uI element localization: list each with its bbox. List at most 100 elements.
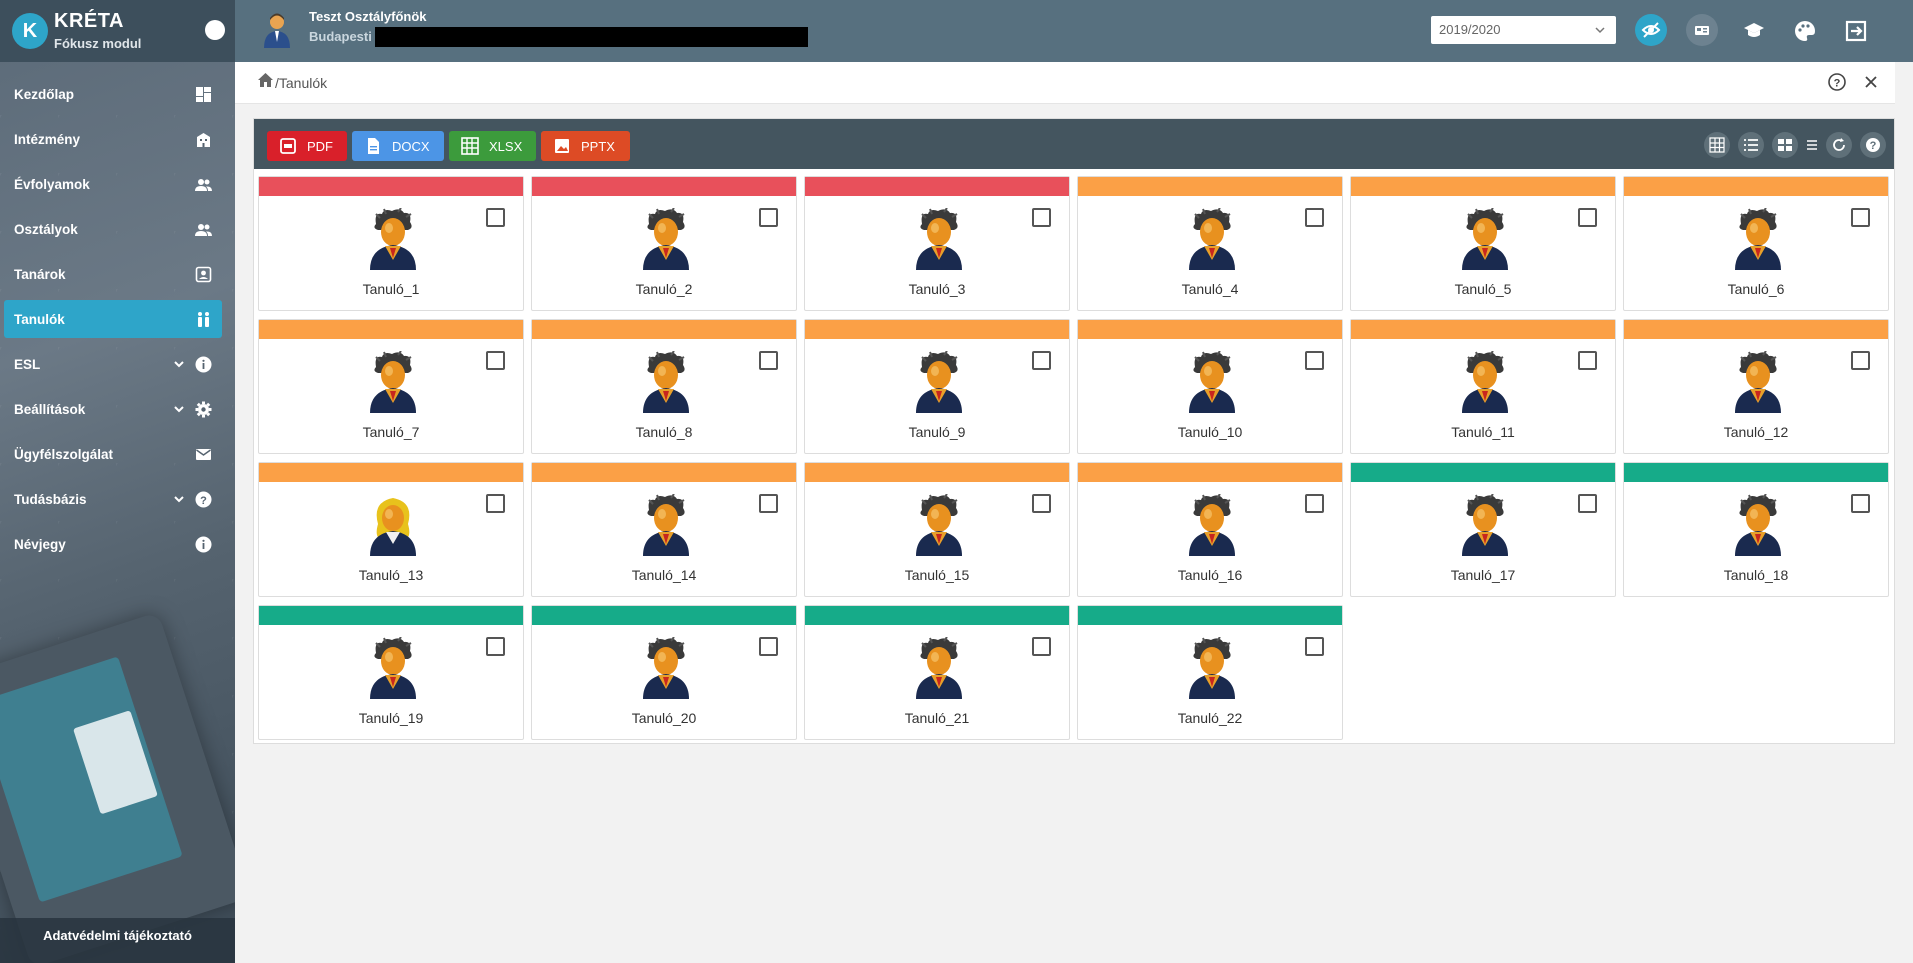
student-female-avatar-icon xyxy=(368,494,418,556)
student-card[interactable]: Tanuló_8 xyxy=(531,319,797,454)
status-bar xyxy=(1624,177,1888,196)
sidebar-item-8[interactable]: Ügyfélszolgálat xyxy=(4,435,222,473)
school-year-value: 2019/2020 xyxy=(1439,22,1501,37)
student-male-avatar-icon xyxy=(1733,207,1783,270)
student-select-checkbox[interactable] xyxy=(486,208,505,227)
student-select-checkbox[interactable] xyxy=(759,637,778,656)
student-card[interactable]: Tanuló_4 xyxy=(1077,176,1343,311)
student-card[interactable]: Tanuló_5 xyxy=(1350,176,1616,311)
export-xlsx-button[interactable]: XLSX xyxy=(449,131,536,161)
sidebar-item-10[interactable]: Névjegy xyxy=(4,525,222,563)
redacted-block xyxy=(375,27,808,47)
student-card[interactable]: Tanuló_3 xyxy=(804,176,1070,311)
status-bar xyxy=(259,320,523,339)
student-select-checkbox[interactable] xyxy=(1578,351,1597,370)
student-card[interactable]: Tanuló_12 xyxy=(1623,319,1889,454)
student-card[interactable]: Tanuló_1 xyxy=(258,176,524,311)
student-select-checkbox[interactable] xyxy=(1851,208,1870,227)
student-card[interactable]: Tanuló_14 xyxy=(531,462,797,597)
student-card[interactable]: Tanuló_6 xyxy=(1623,176,1889,311)
student-select-checkbox[interactable] xyxy=(1305,637,1324,656)
student-male-avatar-icon xyxy=(914,493,964,556)
help-icon[interactable]: ? xyxy=(1860,132,1886,158)
list-view-icon[interactable] xyxy=(1738,132,1764,158)
student-card[interactable]: Tanuló_22 xyxy=(1077,605,1343,740)
student-select-checkbox[interactable] xyxy=(1032,494,1051,513)
kreta-logo-icon: K xyxy=(12,13,48,49)
sidebar-item-4[interactable]: Tanárok xyxy=(4,255,222,293)
student-select-checkbox[interactable] xyxy=(759,351,778,370)
student-select-checkbox[interactable] xyxy=(1305,351,1324,370)
student-select-checkbox[interactable] xyxy=(1032,351,1051,370)
export-pptx-button[interactable]: PPTX xyxy=(541,131,630,161)
student-select-checkbox[interactable] xyxy=(1305,208,1324,227)
student-male-avatar-icon xyxy=(368,350,418,413)
student-card[interactable]: Tanuló_7 xyxy=(258,319,524,454)
sidebar-item-label: ESL xyxy=(14,356,41,372)
sidebar-item-3[interactable]: Osztályok xyxy=(4,210,222,248)
info-icon xyxy=(195,356,212,373)
home-icon[interactable] xyxy=(257,72,274,89)
sidebar-item-7[interactable]: Beállítások xyxy=(4,390,222,428)
student-card[interactable]: Tanuló_17 xyxy=(1350,462,1616,597)
student-card[interactable]: Tanuló_9 xyxy=(804,319,1070,454)
graduation-cap-icon[interactable] xyxy=(1737,14,1769,46)
export-docx-button[interactable]: DOCX xyxy=(352,131,444,161)
student-select-checkbox[interactable] xyxy=(486,494,505,513)
student-name: Tanuló_1 xyxy=(362,281,420,297)
status-bar xyxy=(259,177,523,196)
student-name: Tanuló_19 xyxy=(358,710,424,726)
school-year-select[interactable]: 2019/2020 xyxy=(1431,16,1616,44)
student-grid: Tanuló_1 Tanuló_2 Tanuló_3 Tanuló_4 Tanuló_5… xyxy=(258,176,1889,740)
student-select-checkbox[interactable] xyxy=(486,351,505,370)
student-card[interactable]: Tanuló_2 xyxy=(531,176,797,311)
menu-icon[interactable] xyxy=(1806,132,1818,158)
student-card[interactable]: Tanuló_10 xyxy=(1077,319,1343,454)
student-card[interactable]: Tanuló_16 xyxy=(1077,462,1343,597)
sidebar-toggle-button[interactable] xyxy=(205,20,225,40)
student-male-avatar-icon xyxy=(641,207,691,270)
student-name: Tanuló_13 xyxy=(358,567,424,583)
logout-icon[interactable] xyxy=(1839,14,1871,46)
user-avatar[interactable] xyxy=(262,12,292,48)
grid-view-icon[interactable] xyxy=(1704,132,1730,158)
student-male-avatar-icon xyxy=(641,493,691,556)
student-card[interactable]: Tanuló_19 xyxy=(258,605,524,740)
student-card[interactable]: Tanuló_18 xyxy=(1623,462,1889,597)
logo-area[interactable]: K KRÉTA Fókusz modul xyxy=(0,0,235,62)
student-select-checkbox[interactable] xyxy=(1851,494,1870,513)
id-card-icon[interactable] xyxy=(1686,14,1718,46)
sidebar-item-9[interactable]: Tudásbázis? xyxy=(4,480,222,518)
student-select-checkbox[interactable] xyxy=(1032,208,1051,227)
tile-view-icon[interactable] xyxy=(1772,132,1798,158)
student-male-avatar-icon xyxy=(1187,636,1237,699)
sidebar-item-0[interactable]: Kezdőlap xyxy=(4,75,222,113)
sidebar-item-1[interactable]: Intézmény xyxy=(4,120,222,158)
sidebar-item-5[interactable]: Tanulók xyxy=(4,300,222,338)
svg-text:?: ? xyxy=(1870,140,1877,152)
palette-icon[interactable] xyxy=(1788,14,1820,46)
help-circle-icon[interactable]: ? xyxy=(1827,72,1847,92)
student-select-checkbox[interactable] xyxy=(486,637,505,656)
student-card[interactable]: Tanuló_15 xyxy=(804,462,1070,597)
student-select-checkbox[interactable] xyxy=(759,494,778,513)
student-card[interactable]: Tanuló_13 xyxy=(258,462,524,597)
privacy-link[interactable]: Adatvédelmi tájékoztató xyxy=(0,918,235,963)
student-select-checkbox[interactable] xyxy=(1578,208,1597,227)
student-card[interactable]: Tanuló_20 xyxy=(531,605,797,740)
student-card[interactable]: Tanuló_11 xyxy=(1350,319,1616,454)
student-select-checkbox[interactable] xyxy=(1578,494,1597,513)
student-select-checkbox[interactable] xyxy=(1032,637,1051,656)
student-select-checkbox[interactable] xyxy=(759,208,778,227)
eye-off-icon[interactable] xyxy=(1635,14,1667,46)
sidebar-item-6[interactable]: ESL xyxy=(4,345,222,383)
view-switcher: ? xyxy=(1704,132,1886,158)
export-pdf-button[interactable]: PDF xyxy=(267,131,347,161)
sidebar-item-2[interactable]: Évfolyamok xyxy=(4,165,222,203)
refresh-icon[interactable] xyxy=(1826,132,1852,158)
student-card[interactable]: Tanuló_21 xyxy=(804,605,1070,740)
student-select-checkbox[interactable] xyxy=(1305,494,1324,513)
student-select-checkbox[interactable] xyxy=(1851,351,1870,370)
student-name: Tanuló_10 xyxy=(1177,424,1243,440)
close-icon[interactable] xyxy=(1861,72,1881,92)
